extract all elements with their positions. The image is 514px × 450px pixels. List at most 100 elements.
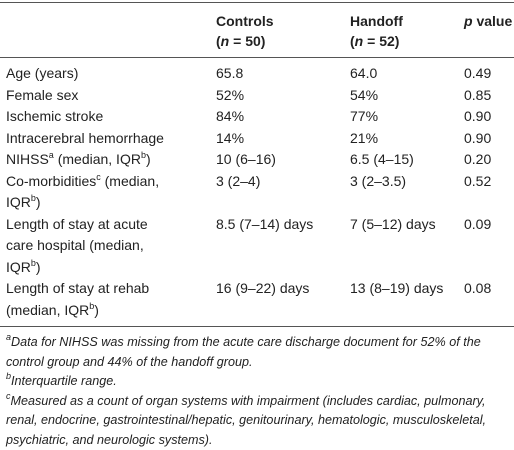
text-segment: Ischemic stroke xyxy=(6,108,103,124)
text-segment: ) xyxy=(36,259,41,275)
header-cell xyxy=(0,3,216,58)
table-cell: 7 (5–12) days xyxy=(350,214,464,279)
text-segment: Age (years) xyxy=(6,65,78,81)
text-segment: n xyxy=(221,33,230,49)
text-segment: 3 (2–4) xyxy=(216,173,260,189)
text-segment: 84% xyxy=(216,108,244,124)
header-cell: p value xyxy=(464,3,514,58)
text-segment: n xyxy=(355,33,364,49)
row-label: Length of stay at rehab (median, IQRb) xyxy=(0,278,216,327)
table-cell: 3 (2–4) xyxy=(216,171,350,214)
table-row: Length of stay at acute care hospital (m… xyxy=(0,214,514,279)
table-cell: 0.90 xyxy=(464,128,514,150)
text-segment: 3 (2–3.5) xyxy=(350,173,406,189)
text-segment: 13 (8–19) days xyxy=(350,280,443,296)
text-segment: 0.08 xyxy=(464,280,491,296)
text-segment: ) xyxy=(94,302,99,318)
footnote: aData for NIHSS was missing from the acu… xyxy=(6,333,508,372)
header-row: Controls(n = 50)Handoff (n = 52)p value xyxy=(0,3,514,58)
text-segment: = 50) xyxy=(229,33,265,49)
cell-line: Co-morbiditiesc (median, IQRb) xyxy=(6,171,178,214)
text-segment: 52% xyxy=(216,87,244,103)
cell-line: p value xyxy=(464,11,514,31)
cell-line: NIHSSa (median, IQRb) xyxy=(6,149,178,171)
text-segment: Length of stay at acute care hospital (m… xyxy=(6,216,148,275)
text-segment: 8.5 (7–14) days xyxy=(216,216,313,232)
row-label: Female sex xyxy=(0,85,216,107)
text-segment: 6.5 (4–15) xyxy=(350,151,414,167)
page: Controls(n = 50)Handoff (n = 52)p value A… xyxy=(0,2,514,429)
text-segment: 64.0 xyxy=(350,65,377,81)
table-cell: 0.52 xyxy=(464,171,514,214)
cell-line: 64.0 xyxy=(350,63,464,85)
text-segment: Controls xyxy=(216,13,274,29)
text-segment: NIHSS xyxy=(6,151,49,167)
text-segment: 0.90 xyxy=(464,130,491,146)
cell-line: 0.20 xyxy=(464,149,514,171)
cell-line: 0.49 xyxy=(464,63,514,85)
cell-line: 77% xyxy=(350,106,464,128)
table-row: Length of stay at rehab (median, IQRb) 16… xyxy=(0,278,514,327)
cell-line: 0.85 xyxy=(464,85,514,107)
cell-line: Handoff xyxy=(350,11,464,31)
table-header: Controls(n = 50)Handoff (n = 52)p value xyxy=(0,3,514,58)
text-segment: 65.8 xyxy=(216,65,243,81)
text-segment: 21% xyxy=(350,130,378,146)
text-segment: 16 (9–22) days xyxy=(216,280,309,296)
header-cell: Controls(n = 50) xyxy=(216,3,350,58)
header-cell: Handoff (n = 52) xyxy=(350,3,464,58)
text-segment: ) xyxy=(36,194,41,210)
cell-line: 21% xyxy=(350,128,464,150)
text-segment: value xyxy=(473,13,513,29)
table-cell: 14% xyxy=(216,128,350,150)
row-label: NIHSSa (median, IQRb) xyxy=(0,149,216,171)
table-cell: 6.5 (4–15) xyxy=(350,149,464,171)
table-cell: 0.85 xyxy=(464,85,514,107)
footnotes: aData for NIHSS was missing from the acu… xyxy=(0,327,514,450)
text-segment: ) xyxy=(146,151,151,167)
table-cell: 0.49 xyxy=(464,58,514,85)
row-label: Ischemic stroke xyxy=(0,106,216,128)
cell-line: 0.52 xyxy=(464,171,514,193)
text-segment: 0.49 xyxy=(464,65,491,81)
cell-line: Age (years) xyxy=(6,63,178,85)
cell-line: 54% xyxy=(350,85,464,107)
cell-line: 0.08 xyxy=(464,278,514,300)
text-segment: Handoff xyxy=(350,13,403,29)
table-cell: 0.08 xyxy=(464,278,514,327)
cell-line: Controls xyxy=(216,11,350,31)
cell-line: (n = 52) xyxy=(350,31,464,51)
table-cell: 65.8 xyxy=(216,58,350,85)
cell-line: 16 (9–22) days xyxy=(216,278,350,300)
cell-line: 6.5 (4–15) xyxy=(350,149,464,171)
text-segment: 0.85 xyxy=(464,87,491,103)
table-cell: 10 (6–16) xyxy=(216,149,350,171)
cell-line: 0.09 xyxy=(464,214,514,236)
text-segment: (median, IQR xyxy=(54,151,141,167)
text-segment: 0.20 xyxy=(464,151,491,167)
cell-line: 14% xyxy=(216,128,350,150)
text-segment: 0.09 xyxy=(464,216,491,232)
table-cell: 0.90 xyxy=(464,106,514,128)
cell-line: 8.5 (7–14) days xyxy=(216,214,350,236)
cell-line: Length of stay at acute care hospital (m… xyxy=(6,214,178,279)
table-cell: 13 (8–19) days xyxy=(350,278,464,327)
cell-line: 7 (5–12) days xyxy=(350,214,464,236)
cell-line: 0.90 xyxy=(464,128,514,150)
cell-line: 3 (2–3.5) xyxy=(350,171,464,193)
text-segment: 10 (6–16) xyxy=(216,151,276,167)
text-segment: Co-morbidities xyxy=(6,173,96,189)
cell-line: 65.8 xyxy=(216,63,350,85)
cell-line: Length of stay at rehab (median, IQRb) xyxy=(6,278,178,321)
table-cell: 84% xyxy=(216,106,350,128)
text-segment: 54% xyxy=(350,87,378,103)
table-cell: 16 (9–22) days xyxy=(216,278,350,327)
text-segment: p xyxy=(464,13,473,29)
text-segment: 14% xyxy=(216,130,244,146)
cell-line: 3 (2–4) xyxy=(216,171,350,193)
table-row: Co-morbiditiesc (median, IQRb) 3 (2–4) 3 (… xyxy=(0,171,514,214)
table-cell: 0.20 xyxy=(464,149,514,171)
